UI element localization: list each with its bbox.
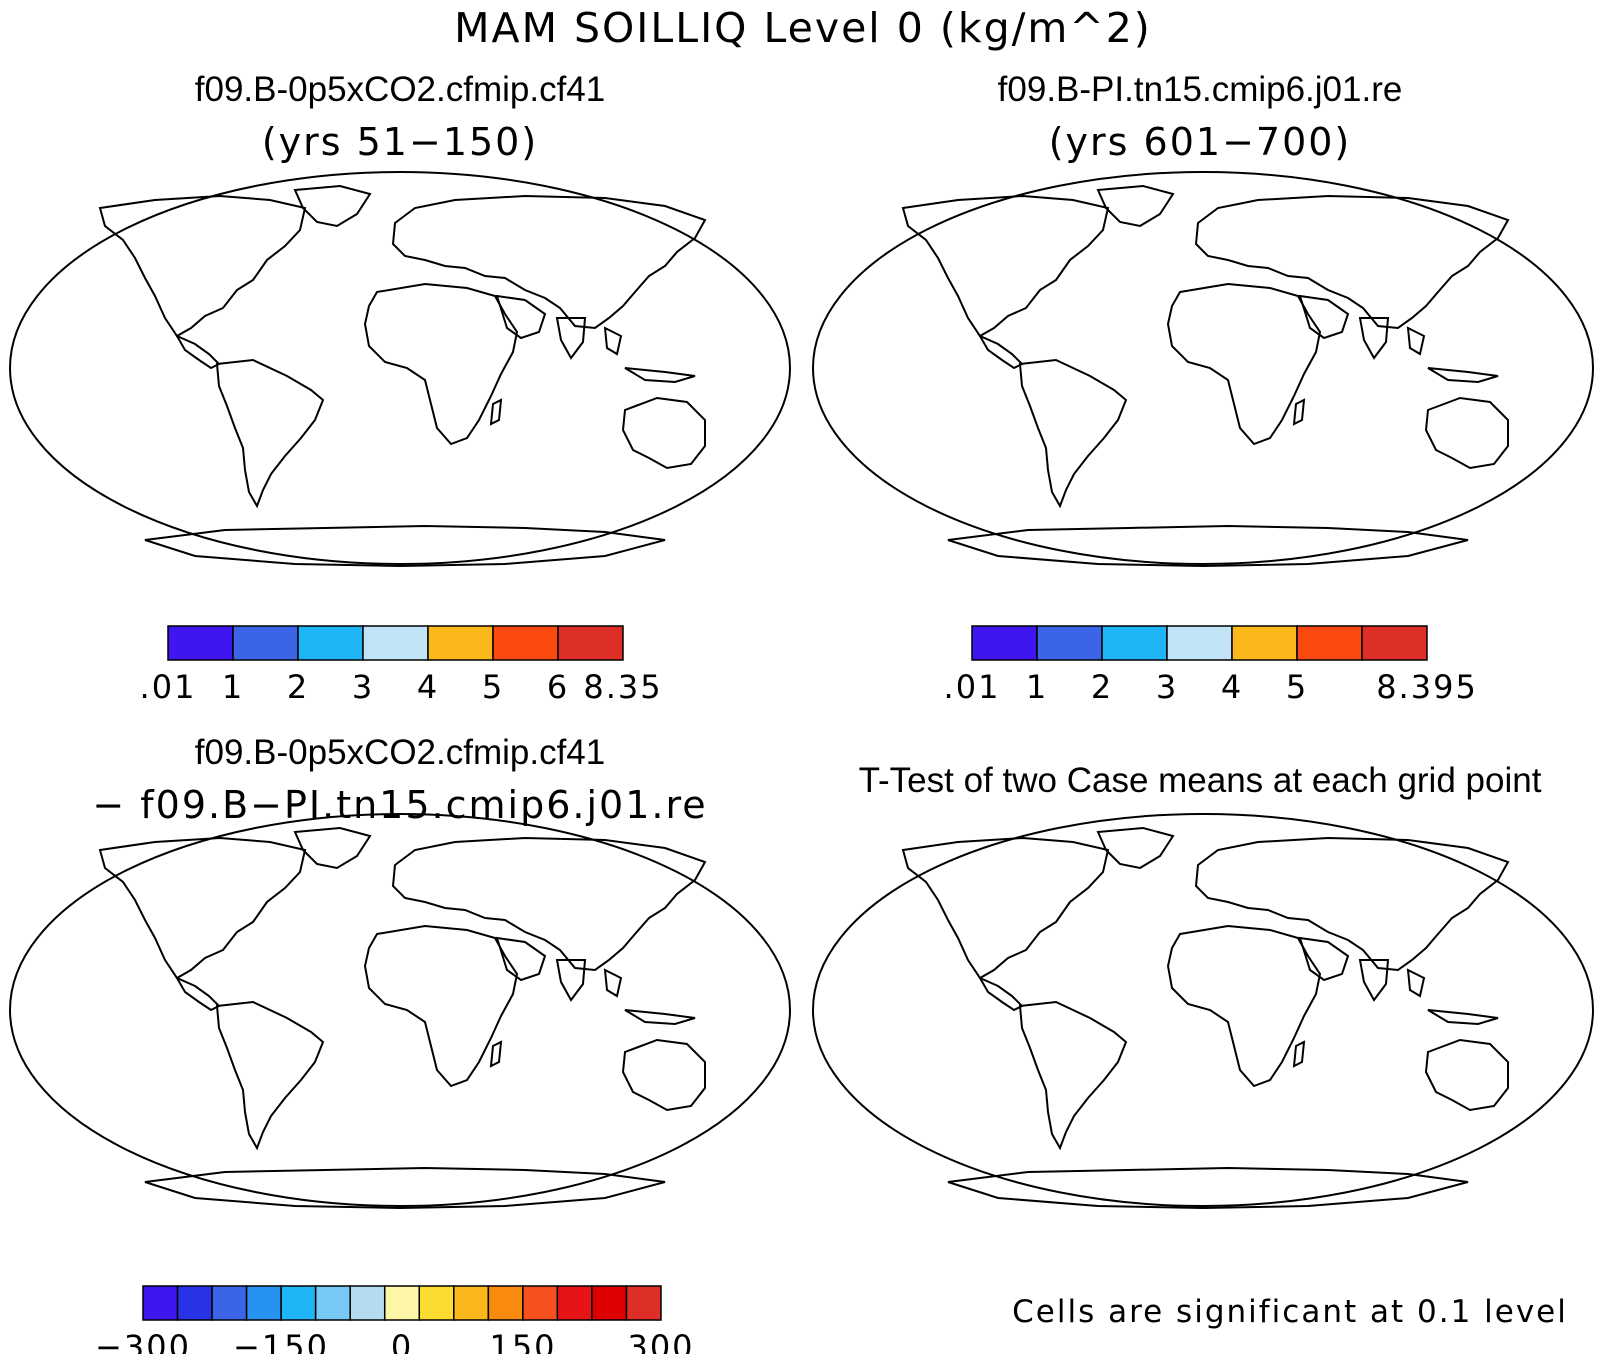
colorbar-tick-label: −150 bbox=[233, 1328, 329, 1354]
colorbar-swatch bbox=[1231, 625, 1298, 661]
colorbar-swatch bbox=[1036, 625, 1103, 661]
colorbar-tick-label: 1 bbox=[1026, 668, 1048, 706]
colorbar-top-left: .01 1 2 3 4 5 6 8.35 bbox=[140, 625, 662, 706]
colorbar-swatch bbox=[556, 1285, 593, 1321]
colorbar-swatch bbox=[167, 625, 234, 661]
figure-title: MAM SOILLIQ Level 0 (kg/m^2) bbox=[454, 4, 1152, 52]
colorbar-swatch bbox=[245, 1285, 282, 1321]
colorbar-tick-label: 1 bbox=[222, 668, 244, 706]
colorbar-swatch bbox=[971, 625, 1038, 661]
colorbar-tick-label: 3 bbox=[1156, 668, 1178, 706]
colorbar-swatch bbox=[625, 1285, 662, 1321]
colorbar-swatch bbox=[427, 625, 494, 661]
colorbar-tick-label: 300 bbox=[627, 1328, 694, 1354]
colorbar-tick-label: 2 bbox=[1091, 668, 1113, 706]
colorbar-swatch bbox=[492, 625, 559, 661]
colorbar-swatch bbox=[211, 1285, 248, 1321]
colorbar-swatch bbox=[453, 1285, 490, 1321]
panel-tr-case-title: f09.B-PI.tn15.cmip6.j01.re bbox=[997, 70, 1403, 109]
colorbar-swatch bbox=[418, 1285, 455, 1321]
colorbar-tick-label: 150 bbox=[489, 1328, 556, 1354]
colorbar-difference: −300 −150 0 150 300 bbox=[95, 1285, 694, 1354]
colorbar-tick-label: 4 bbox=[417, 668, 439, 706]
map-panel-top-left bbox=[9, 171, 791, 567]
colorbar-tick-label: 5 bbox=[482, 668, 504, 706]
colorbar-swatch bbox=[297, 625, 364, 661]
panel-tl-years: (yrs 51−150) bbox=[261, 120, 539, 164]
colorbar-tick-label: 8.395 bbox=[1376, 668, 1478, 706]
map-panel-ttest bbox=[812, 813, 1594, 1209]
colorbar-swatch bbox=[487, 1285, 524, 1321]
panel-tl-case-title: f09.B-0p5xCO2.cfmip.cf41 bbox=[194, 70, 606, 109]
colorbar-tick-label: 2 bbox=[287, 668, 309, 706]
colorbar-tick-label: 3 bbox=[352, 668, 374, 706]
map-panel-difference bbox=[9, 813, 791, 1209]
map-panel-top-right bbox=[812, 171, 1594, 567]
colorbar-swatch bbox=[591, 1285, 628, 1321]
colorbar-swatch bbox=[383, 1285, 421, 1321]
significance-note: Cells are significant at 0.1 level bbox=[1012, 1294, 1568, 1330]
colorbar-tick-label: 5 bbox=[1286, 668, 1308, 706]
colorbar-tick-label: .01 bbox=[140, 668, 197, 706]
colorbar-swatch bbox=[280, 1285, 317, 1321]
colorbar-tick-label: .01 bbox=[944, 668, 1001, 706]
colorbar-tick-label: 8.35 bbox=[583, 668, 662, 706]
colorbar-swatch bbox=[1296, 625, 1363, 661]
colorbar-swatch bbox=[522, 1285, 559, 1321]
colorbar-swatch bbox=[1101, 625, 1168, 661]
colorbar-tick-label: 0 bbox=[391, 1328, 413, 1354]
colorbar-swatch bbox=[232, 625, 299, 661]
panel-tr-years: (yrs 601−700) bbox=[1048, 120, 1352, 164]
colorbar-top-right: .01 1 2 3 4 5 8.395 bbox=[944, 625, 1478, 706]
colorbar-swatch bbox=[362, 625, 429, 661]
colorbar-tick-label: 6 bbox=[547, 668, 569, 706]
colorbar-swatch bbox=[142, 1285, 179, 1321]
colorbar-swatch bbox=[1166, 625, 1233, 661]
colorbar-tick-label: 4 bbox=[1221, 668, 1243, 706]
colorbar-swatch bbox=[1361, 625, 1428, 661]
colorbar-swatch bbox=[314, 1285, 351, 1321]
colorbar-tick-label: −300 bbox=[95, 1328, 191, 1354]
panel-bl-minus-case: − f09.B−PI.tn15.cmip6.j01.re bbox=[92, 783, 708, 827]
panel-bl-case-title: f09.B-0p5xCO2.cfmip.cf41 bbox=[194, 733, 606, 772]
colorbar-swatch bbox=[349, 1285, 386, 1321]
colorbar-swatch bbox=[557, 625, 624, 661]
colorbar-swatch bbox=[176, 1285, 213, 1321]
panel-br-ttest-title: T-Test of two Case means at each grid po… bbox=[858, 761, 1542, 800]
